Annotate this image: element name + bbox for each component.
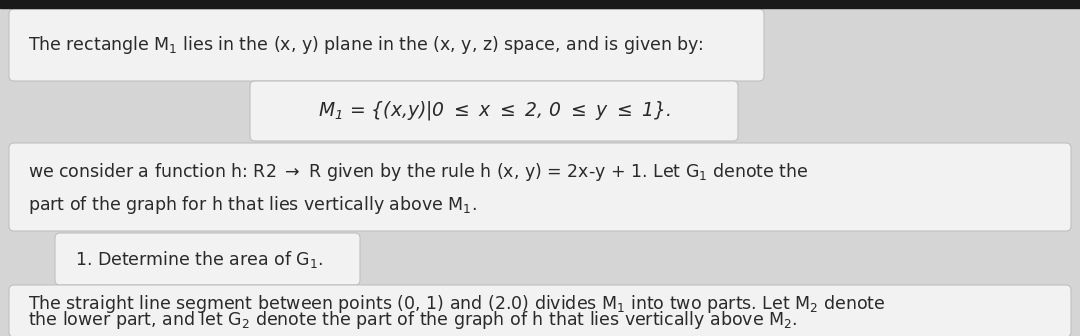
FancyBboxPatch shape (249, 81, 738, 141)
FancyBboxPatch shape (9, 9, 764, 81)
FancyBboxPatch shape (9, 143, 1071, 231)
Text: $\mathregular{M_1}$ = {(x,y)|0 $\leq$ x $\leq$ 2, 0 $\leq$ y $\leq$ 1}.: $\mathregular{M_1}$ = {(x,y)|0 $\leq$ x … (318, 99, 671, 123)
Text: the lower part, and let $\mathregular{G_2}$ denote the part of the graph of h th: the lower part, and let $\mathregular{G_… (28, 309, 797, 331)
Text: 1. Determine the area of $\mathregular{G_1}$.: 1. Determine the area of $\mathregular{G… (75, 249, 323, 269)
Text: part of the graph for h that lies vertically above $\mathregular{M_1}$.: part of the graph for h that lies vertic… (28, 194, 476, 216)
Bar (0, 0, 1080, 8)
FancyBboxPatch shape (9, 285, 1071, 336)
Text: The rectangle $\mathregular{M_1}$ lies in the (x, y) plane in the (x, y, z) spac: The rectangle $\mathregular{M_1}$ lies i… (28, 34, 704, 56)
Text: The straight line segment between points (0, 1) and (2.0) divides $\mathregular{: The straight line segment between points… (28, 293, 886, 315)
Text: we consider a function h: R2 $\rightarrow$ R given by the rule h (x, y) = 2x-y +: we consider a function h: R2 $\rightarro… (28, 161, 809, 183)
FancyBboxPatch shape (55, 233, 360, 285)
